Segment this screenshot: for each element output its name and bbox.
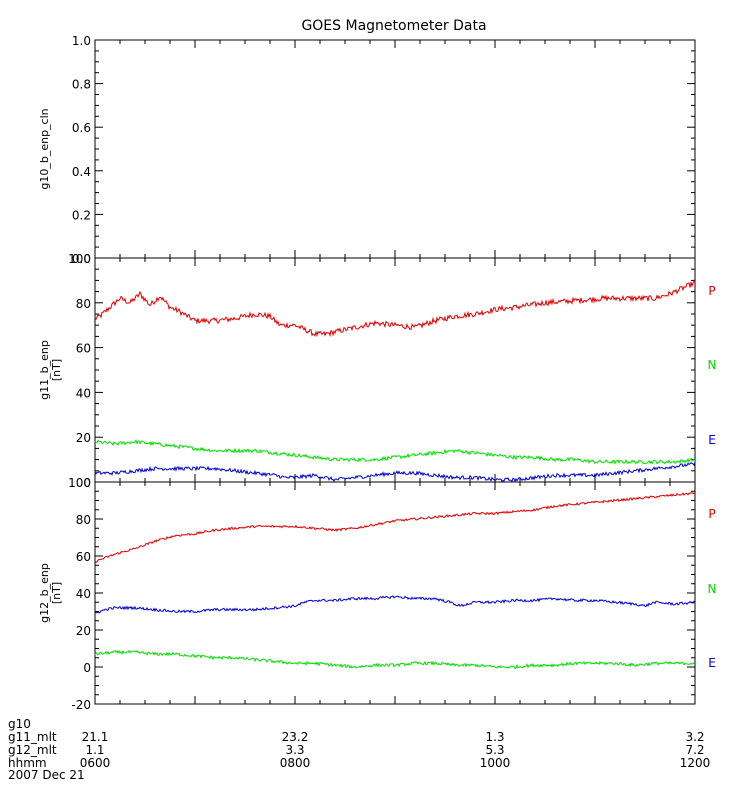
footer-value: 1.1 bbox=[85, 743, 104, 757]
legend-label-e: E bbox=[708, 433, 716, 447]
footer-value: 5.3 bbox=[485, 743, 504, 757]
legend-label-p: P bbox=[708, 507, 715, 521]
panel-1: 0.0 0.2 0.4 0.6 0.8 1.0 g10_b_enp_cln bbox=[38, 34, 696, 266]
footer-value: 1000 bbox=[480, 756, 511, 770]
footer-value: 21.1 bbox=[82, 730, 109, 744]
series-line-n bbox=[94, 439, 696, 465]
footer-value: 7.2 bbox=[685, 743, 704, 757]
series-line-n bbox=[94, 649, 696, 669]
y-tick-label: 100 bbox=[68, 252, 91, 266]
panel-2: 0 20 40 60 80 100 g11_b_enp [nT] P N E bbox=[38, 252, 716, 490]
footer-row-label: hhmm bbox=[8, 756, 47, 770]
plot-frame bbox=[94, 481, 696, 705]
y-tick-label: 1.0 bbox=[72, 34, 91, 48]
y-tick-label: 60 bbox=[76, 550, 91, 564]
y-tick-label: 20 bbox=[76, 431, 91, 445]
y-tick-label: 80 bbox=[76, 297, 91, 311]
series-line-e bbox=[94, 462, 696, 483]
legend-label-n: N bbox=[708, 358, 717, 372]
panel-3: -20 0 20 40 60 80 100 g12_b_enp [nT] P N E bbox=[38, 476, 716, 712]
y-tick-label: 0.6 bbox=[72, 121, 91, 135]
legend-label-p: P bbox=[708, 284, 715, 298]
y-axis-label: g10_b_enp_cln bbox=[38, 108, 51, 189]
y-tick-label: 20 bbox=[76, 624, 91, 638]
y-axis-unit: [nT] bbox=[50, 582, 63, 604]
y-tick-label: 40 bbox=[76, 386, 91, 400]
footer-value: 1.3 bbox=[485, 730, 504, 744]
y-tick-label: 0.8 bbox=[72, 78, 91, 92]
y-tick-label: 0 bbox=[83, 661, 91, 675]
chart-title: GOES Magnetometer Data bbox=[301, 18, 486, 34]
y-axis-label: g11_b_enp bbox=[38, 340, 51, 400]
legend-label-n: N bbox=[708, 582, 717, 596]
series-line-e bbox=[94, 595, 696, 614]
y-axis-unit: [nT] bbox=[50, 359, 63, 381]
y-tick-label: 40 bbox=[76, 587, 91, 601]
plot-frame bbox=[94, 257, 696, 483]
y-axis-label: g12_b_enp bbox=[38, 563, 51, 623]
y-tick-label: 80 bbox=[76, 513, 91, 527]
y-tick-label: 100 bbox=[68, 476, 91, 490]
chart-panels: 0.0 0.2 0.4 0.6 0.8 1.0 g10_b_enp_cln 0 20 40 60 80… bbox=[38, 34, 716, 712]
footer-value: 0800 bbox=[280, 756, 311, 770]
y-tick-label: 0.2 bbox=[72, 208, 91, 222]
plot-frame bbox=[94, 39, 696, 259]
footer-value: 23.2 bbox=[282, 730, 309, 744]
y-tick-label: 60 bbox=[76, 342, 91, 356]
series-line-p bbox=[94, 492, 696, 563]
series-line-p bbox=[94, 280, 696, 338]
footer-value: 0600 bbox=[80, 756, 111, 770]
footer-value: 3.2 bbox=[685, 730, 704, 744]
footer-value: 1200 bbox=[680, 756, 711, 770]
y-tick-label: 0 bbox=[83, 476, 91, 490]
legend-label-e: E bbox=[708, 656, 716, 670]
y-tick-label: -20 bbox=[71, 698, 91, 712]
footer-row-label: g11_mlt bbox=[8, 730, 57, 744]
footer-date: 2007 Dec 21 bbox=[8, 768, 85, 782]
y-tick-label: 0.4 bbox=[72, 165, 91, 179]
footer-row-label: g10 bbox=[8, 717, 31, 731]
y-tick-label: 0.0 bbox=[72, 252, 91, 266]
footer-value: 3.3 bbox=[285, 743, 304, 757]
footer-row-label: g12_mlt bbox=[8, 743, 57, 757]
